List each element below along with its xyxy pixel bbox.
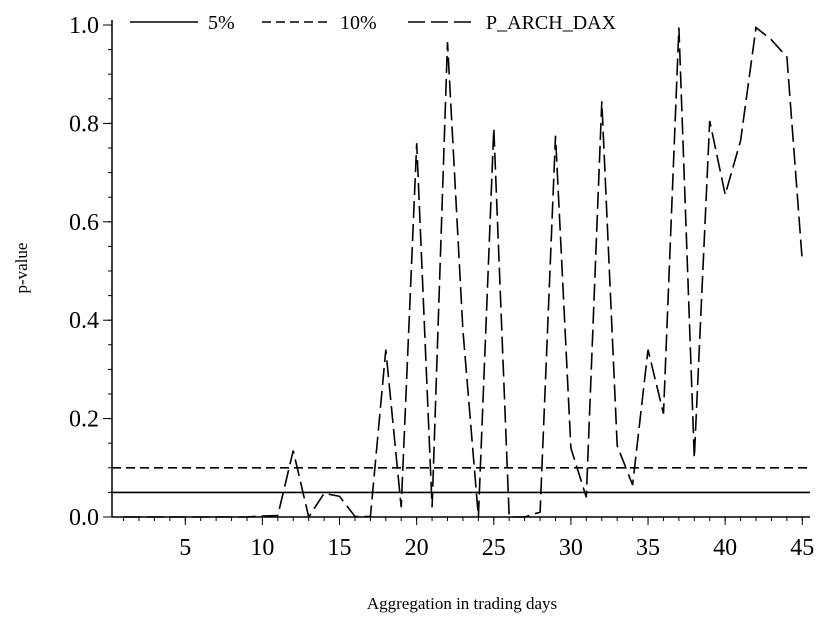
x-tick-label: 25 [482, 535, 506, 561]
x-tick-label: 15 [328, 535, 352, 561]
x-tick-label: 35 [636, 535, 660, 561]
x-tick-label: 20 [405, 535, 429, 561]
legend-label: 5% [208, 12, 235, 34]
x-tick-label: 5 [179, 535, 191, 561]
y-axis-title: p-value [12, 243, 31, 294]
x-tick-label: 10 [250, 535, 274, 561]
legend-label: P_ARCH_DAX [486, 12, 617, 34]
series-lines [112, 25, 810, 520]
x-tick-label: 40 [713, 535, 737, 561]
x-ticks: 5 10 15 20 25 30 35 40 45 [123, 517, 814, 561]
series-line-p-arch-dax [123, 25, 804, 520]
y-ticks: 0.0 0.2 0.4 0.6 0.8 1.0 [69, 13, 112, 531]
legend: 5% 10% P_ARCH_DAX [130, 12, 617, 34]
y-tick-label: 0.8 [69, 111, 99, 137]
y-tick-label: 0.0 [69, 505, 99, 531]
plot-frame [111, 20, 810, 518]
x-tick-label: 45 [790, 535, 814, 561]
x-axis-title: Aggregation in trading days [367, 594, 557, 613]
y-tick-label: 0.6 [69, 210, 99, 236]
legend-label: 10% [340, 12, 377, 34]
y-tick-label: 0.2 [69, 407, 99, 433]
y-tick-label: 0.4 [69, 308, 99, 334]
x-tick-label: 30 [559, 535, 583, 561]
y-tick-label: 1.0 [69, 13, 99, 39]
